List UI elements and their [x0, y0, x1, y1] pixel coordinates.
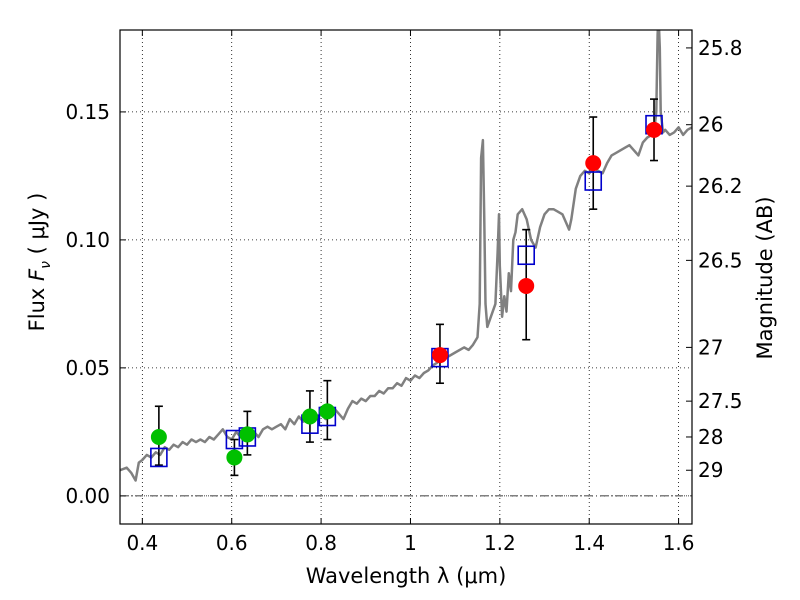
- y-tick-label: 0.15: [65, 100, 110, 124]
- grid-lines: [120, 30, 692, 524]
- x-tick-label: 1.2: [484, 531, 516, 555]
- right-tick-label: 26.5: [698, 248, 743, 272]
- observed-flux-point: [239, 426, 256, 443]
- right-axis-label: Magnitude (AB): [753, 196, 777, 359]
- axis-ticks: 0.4 0.6 0.8 1 1.2 1.4 1.6 0.00 0.05 0.10 0.15 25.8 2…: [65, 30, 743, 555]
- x-tick-label: 0.8: [305, 531, 337, 555]
- y-tick-label: 0.10: [65, 228, 110, 252]
- right-tick-label: 28: [698, 425, 723, 449]
- y-axis-label: Flux Fν ( μJy ): [25, 193, 54, 332]
- right-tick-label: 25.8: [698, 36, 743, 60]
- x-tick-label: 1.6: [663, 531, 695, 555]
- y-tick-label: 0.00: [65, 484, 110, 508]
- axes-frame: [119, 29, 693, 525]
- observed-flux-point: [301, 408, 318, 425]
- observed-flux-point: [319, 403, 336, 420]
- observed-flux-point: [150, 428, 167, 445]
- right-tick-label: 27.5: [698, 389, 743, 413]
- observed-flux-point: [226, 449, 243, 466]
- x-tick-label: 1: [404, 531, 417, 555]
- x-tick-label: 0.6: [216, 531, 248, 555]
- right-tick-label: 26.2: [698, 174, 743, 198]
- y-tick-label: 0.05: [65, 356, 110, 380]
- observed-flux-point: [646, 121, 663, 138]
- observed-flux-point: [518, 277, 535, 294]
- model-flux-square: [517, 245, 536, 266]
- observed-flux-point: [585, 155, 602, 172]
- observed-flux-point: [431, 347, 448, 364]
- x-tick-label: 0.4: [126, 531, 158, 555]
- model-flux-square: [584, 171, 603, 191]
- plot-area: [120, 30, 692, 482]
- model-flux-square: [150, 447, 168, 468]
- right-tick-label: 29: [698, 458, 723, 482]
- x-tick-label: 1.4: [573, 531, 605, 555]
- right-tick-label: 26: [698, 113, 723, 137]
- right-tick-label: 27: [698, 335, 723, 359]
- model-spectrum-line: [120, 30, 692, 482]
- x-axis-label: Wavelength λ (μm): [306, 564, 507, 588]
